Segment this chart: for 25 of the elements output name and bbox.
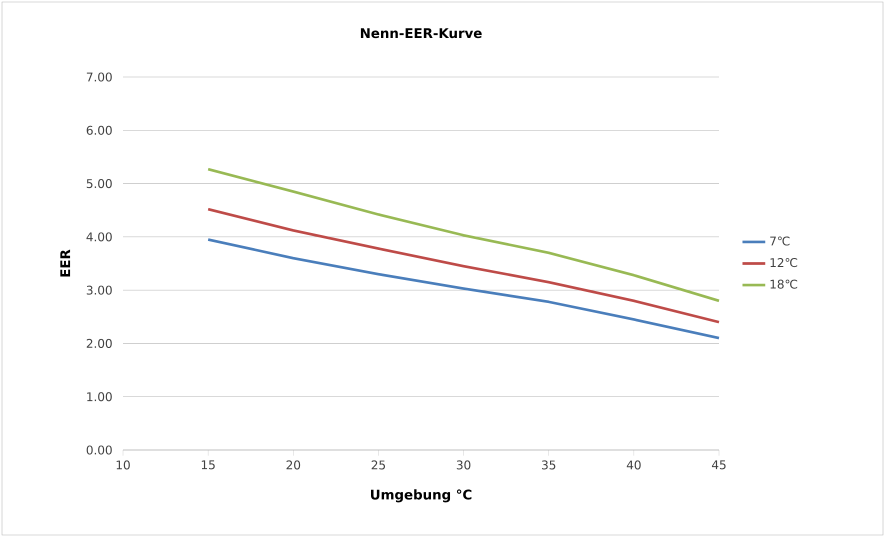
y-tick-label: 1.00 bbox=[87, 392, 112, 402]
x-tick-label: 40 bbox=[626, 460, 641, 470]
line-series bbox=[206, 168, 720, 302]
legend-label: 12℃ bbox=[770, 258, 798, 268]
x-tick-label: 35 bbox=[542, 460, 556, 470]
x-tick-label: 20 bbox=[286, 460, 300, 470]
y-tick-label: 2.00 bbox=[86, 338, 112, 348]
y-tick-label: 7.00 bbox=[86, 72, 112, 82]
y-tick-label: 0.00 bbox=[86, 445, 112, 455]
y-tick-label: 3.00 bbox=[86, 286, 112, 295]
x-tick-label: 45 bbox=[712, 460, 726, 470]
line-series bbox=[206, 238, 720, 340]
x-axis-title: Umgebung °C bbox=[371, 489, 472, 502]
y-tick-label: 6.00 bbox=[86, 126, 112, 135]
x-tick-label: 25 bbox=[372, 460, 386, 470]
chart-title: Nenn-EER-Kurve bbox=[360, 28, 482, 38]
legend-label: 18℃ bbox=[770, 280, 798, 289]
x-tick-label: 15 bbox=[202, 460, 215, 470]
x-tick-label: 10 bbox=[116, 460, 130, 470]
x-tick-label: 30 bbox=[456, 460, 470, 470]
line-series bbox=[206, 208, 720, 324]
legend-label: 7℃ bbox=[770, 236, 790, 246]
y-tick-label: 5.00 bbox=[86, 179, 112, 188]
y-tick-label: 4.00 bbox=[86, 232, 112, 242]
y-axis-title: EER bbox=[60, 250, 70, 277]
